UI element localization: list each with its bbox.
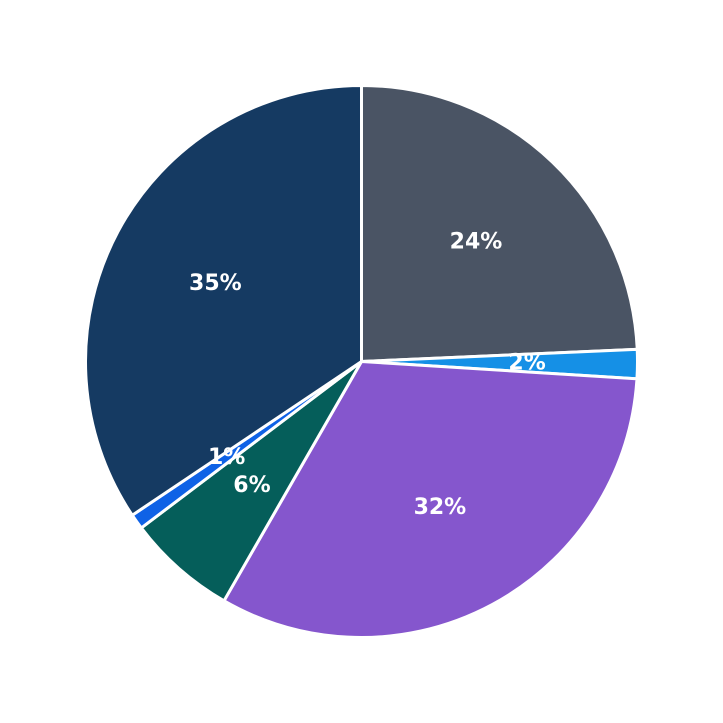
pie-slices [84, 83, 639, 639]
pie-slice-3 [139, 360, 363, 603]
pie-slice-label-0: 24% [450, 229, 503, 254]
pie-slice-label-4: 1% [208, 445, 245, 470]
pie-slice-label-1: 2% [508, 351, 545, 376]
pie-labels: 24% 2% 32% 6% 1% 35% [189, 229, 546, 520]
pie-slice-0 [360, 83, 639, 364]
pie-slice-2 [221, 359, 639, 639]
pie-slice-label-5: 35% [189, 271, 242, 296]
pie-slice-label-2: 32% [414, 495, 467, 520]
pie-slice-label-3: 6% [233, 473, 270, 498]
pie-slice-5 [84, 83, 363, 518]
